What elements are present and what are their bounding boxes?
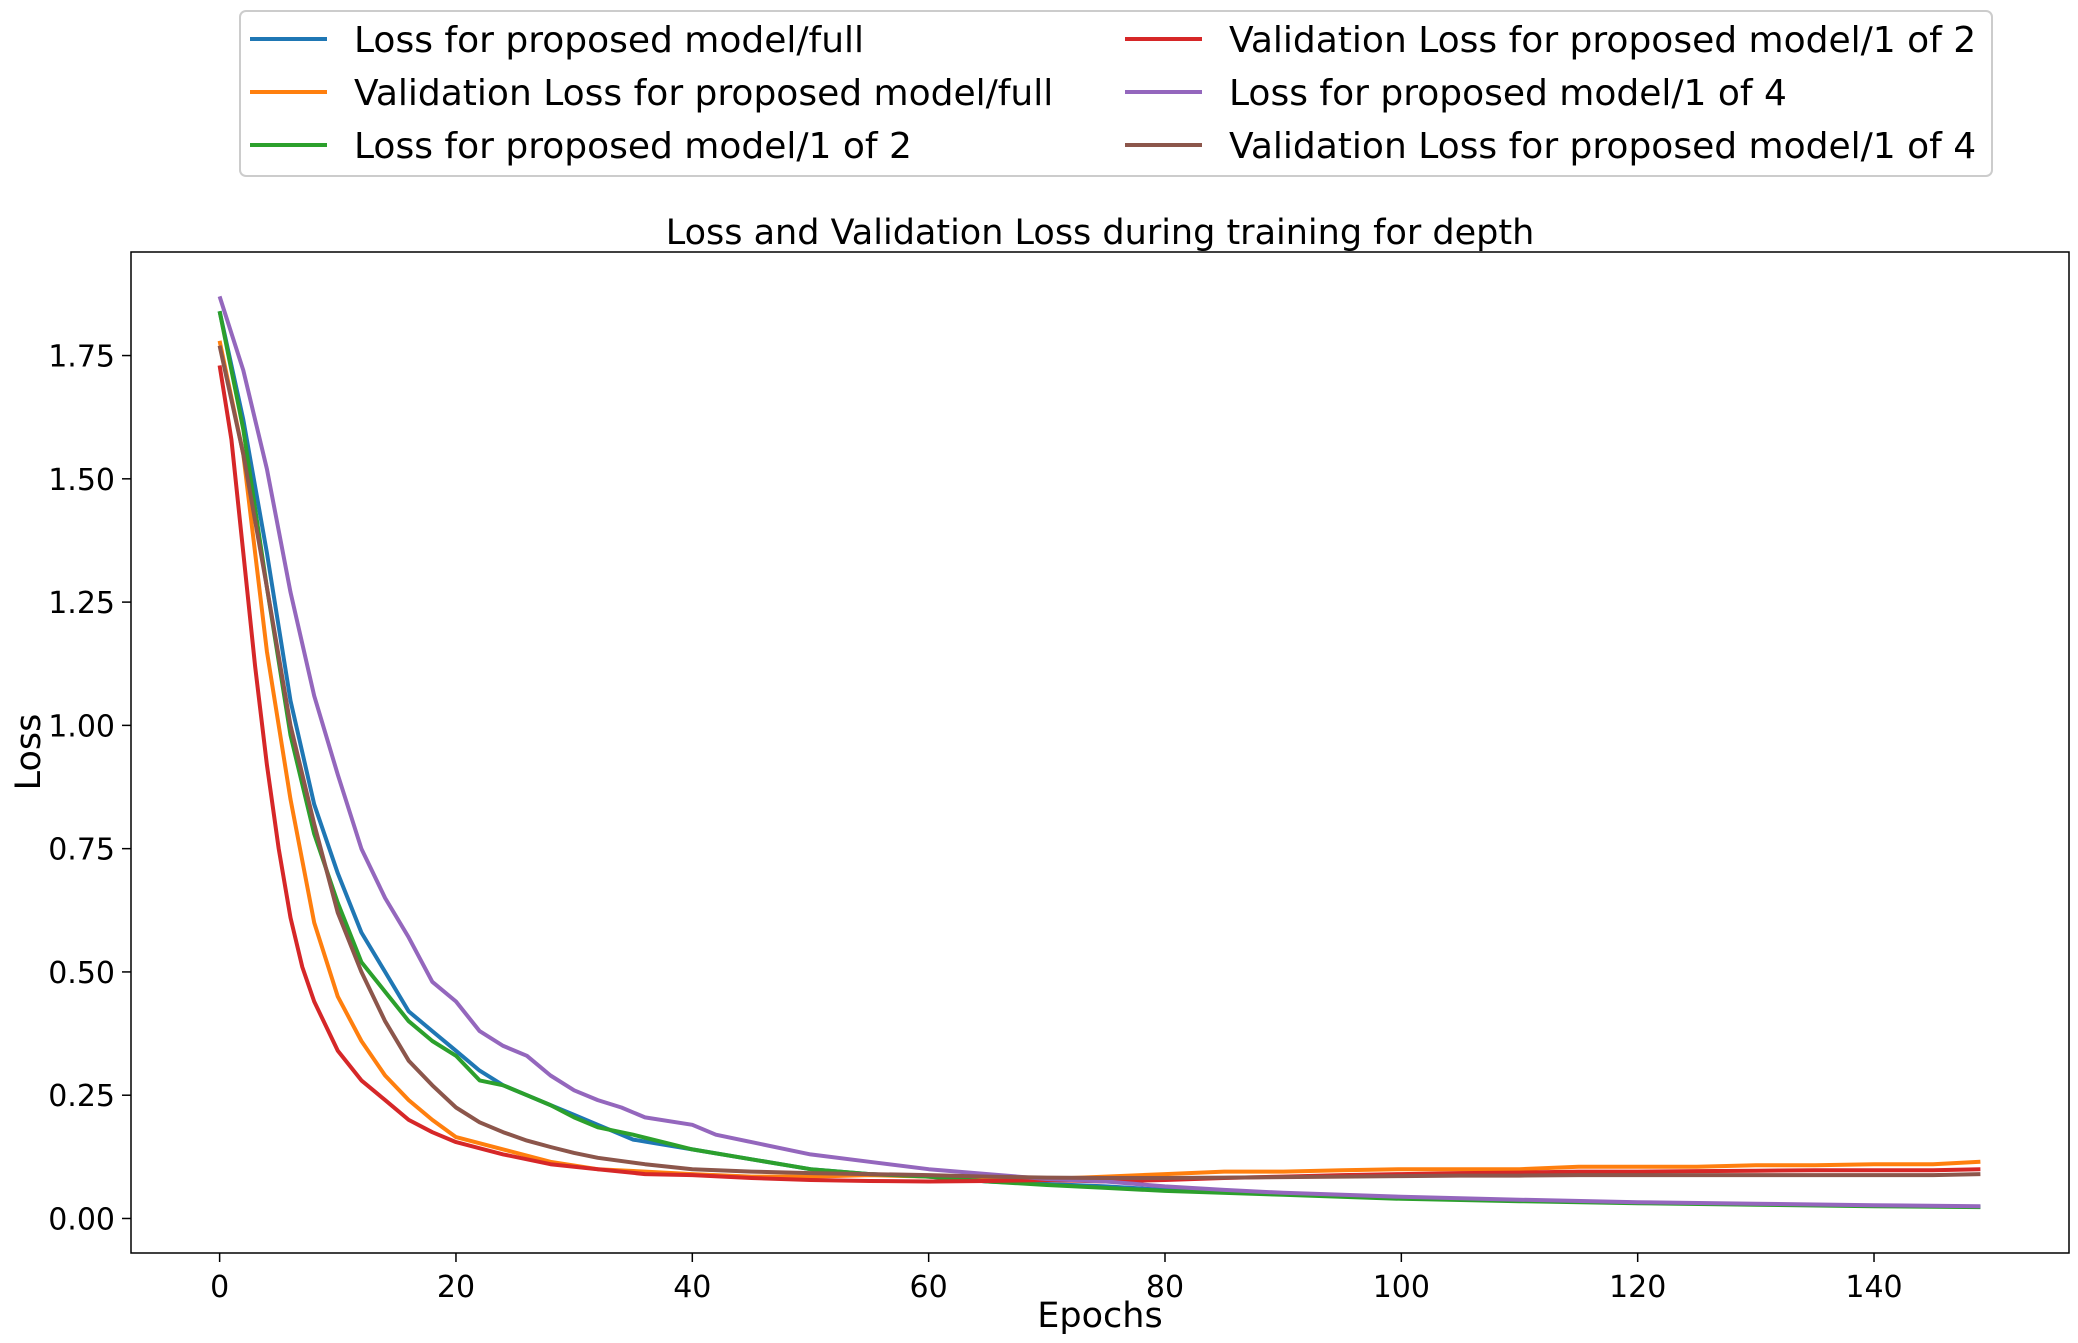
x-tick-label: 60 bbox=[910, 1270, 948, 1305]
x-tick-label: 40 bbox=[673, 1270, 711, 1305]
series-line-1 bbox=[217, 310, 1981, 1209]
y-tick-label: 1.25 bbox=[48, 586, 115, 621]
series-line-6 bbox=[217, 345, 1981, 1180]
y-tick-label: 0.25 bbox=[48, 1079, 115, 1114]
legend-label-6: Validation Loss for proposed model/1 of … bbox=[1229, 126, 1976, 167]
x-axis-label: Epochs bbox=[1037, 1296, 1162, 1336]
series-line-4 bbox=[217, 365, 1981, 1184]
x-tick-label: 140 bbox=[1845, 1270, 1902, 1305]
chart-title: Loss and Validation Loss during training… bbox=[666, 213, 1535, 253]
y-tick-label: 1.50 bbox=[48, 463, 115, 498]
x-tick-label: 100 bbox=[1373, 1270, 1430, 1305]
series-layer bbox=[217, 295, 1981, 1210]
y-tick-label: 1.75 bbox=[48, 340, 115, 375]
y-tick-label: 0.75 bbox=[48, 833, 115, 868]
legend-label-5: Loss for proposed model/1 of 4 bbox=[1229, 73, 1787, 114]
legend-label-3: Loss for proposed model/1 of 2 bbox=[354, 126, 912, 167]
series-line-3 bbox=[217, 310, 1981, 1210]
plot-frame bbox=[130, 251, 2070, 1254]
ticks-layer: 0 20 40 60 80 100 120 140 0.00 0.25 0.50 0.75 1.00 1.… bbox=[48, 340, 1902, 1305]
y-tick-label: 0.00 bbox=[48, 1202, 115, 1237]
legend-frame bbox=[239, 10, 1993, 177]
legend-label-4: Validation Loss for proposed model/1 of … bbox=[1229, 20, 1976, 61]
legend-label-1: Loss for proposed model/full bbox=[354, 20, 864, 61]
y-axis-label: Loss bbox=[9, 714, 49, 791]
x-tick-label: 20 bbox=[437, 1270, 475, 1305]
series-line-5 bbox=[217, 295, 1981, 1209]
y-tick-label: 0.50 bbox=[48, 956, 115, 991]
x-tick-label: 80 bbox=[1146, 1270, 1184, 1305]
x-tick-label: 0 bbox=[210, 1270, 229, 1305]
legend: Loss for proposed model/full Validation L… bbox=[239, 10, 1993, 177]
y-tick-label: 1.00 bbox=[48, 709, 115, 744]
x-tick-label: 120 bbox=[1609, 1270, 1666, 1305]
legend-label-2: Validation Loss for proposed model/full bbox=[354, 73, 1053, 114]
series-line-2 bbox=[217, 340, 1981, 1181]
